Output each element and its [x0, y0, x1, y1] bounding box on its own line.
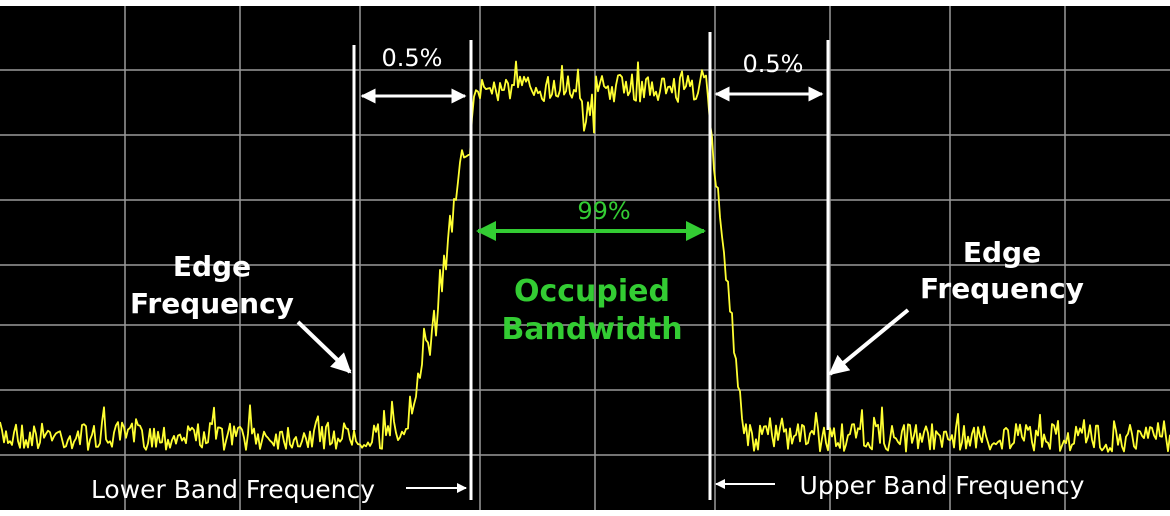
right-edge-label-line2: Frequency: [920, 272, 1084, 305]
occupied-label-line1: Occupied: [514, 274, 670, 309]
right-edge-pointer-arrow: [828, 308, 910, 376]
right-percent-label: 0.5%: [743, 50, 804, 78]
spectrum-trace: [0, 60, 1170, 453]
upper-band-label: Upper Band Frequency: [800, 471, 1085, 500]
grid-lines: [0, 6, 1170, 510]
lower-band-label: Lower Band Frequency: [91, 475, 375, 504]
left-edge-label-line2: Frequency: [130, 287, 294, 320]
left-edge-label-line1: Edge: [173, 250, 251, 283]
screen-background: [0, 6, 1170, 510]
occupied-label-line2: Bandwidth: [501, 312, 682, 347]
right-edge-label-line1: Edge: [963, 236, 1041, 269]
left-percent-label: 0.5%: [382, 44, 443, 72]
center-percent-label: 99%: [577, 197, 630, 225]
left-edge-pointer-arrow: [296, 320, 352, 374]
